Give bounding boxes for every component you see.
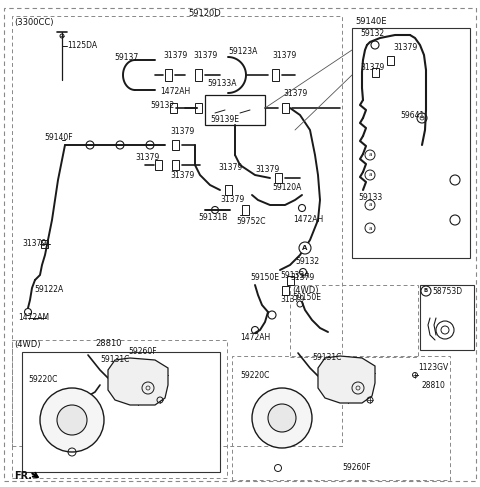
Text: a: a [368, 203, 372, 207]
Text: 1472AH: 1472AH [160, 88, 190, 96]
Text: 31379: 31379 [360, 63, 384, 73]
Circle shape [365, 200, 375, 210]
Text: 31379: 31379 [135, 153, 159, 163]
Text: 59150E: 59150E [292, 294, 321, 302]
Text: 31379: 31379 [163, 51, 187, 59]
Text: a: a [368, 152, 372, 157]
Text: 31379: 31379 [272, 52, 296, 60]
Bar [155, 160, 162, 170]
Circle shape [57, 405, 87, 435]
Text: 59139E: 59139E [210, 115, 239, 125]
Text: 59140F: 59140F [44, 132, 72, 142]
Text: 59752C: 59752C [236, 218, 265, 226]
Text: 1472AM: 1472AM [18, 314, 49, 322]
Text: 59150E: 59150E [250, 274, 279, 282]
Text: 59131B: 59131B [198, 213, 227, 223]
Text: 31379: 31379 [22, 240, 46, 248]
Text: 59120D: 59120D [188, 10, 221, 19]
Text: 59132: 59132 [360, 30, 384, 38]
Text: 59122A: 59122A [34, 285, 63, 295]
Text: (4WD): (4WD) [14, 339, 40, 349]
Text: 59131C: 59131C [100, 356, 130, 364]
Text: 31379: 31379 [290, 274, 314, 282]
Bar [420, 285, 474, 350]
Text: 58753D: 58753D [432, 286, 462, 296]
Text: (3300CC): (3300CC) [14, 18, 53, 26]
Text: 31379: 31379 [193, 51, 217, 59]
Bar [170, 103, 177, 113]
Circle shape [365, 223, 375, 233]
Circle shape [365, 150, 375, 160]
Circle shape [299, 242, 311, 254]
Text: (4WD): (4WD) [292, 285, 319, 295]
Bar [232, 356, 450, 480]
Text: 59132: 59132 [150, 100, 174, 110]
Circle shape [40, 388, 104, 452]
Text: 28810: 28810 [95, 339, 121, 349]
Bar [272, 69, 279, 81]
Text: a: a [368, 172, 372, 177]
Text: A: A [302, 245, 308, 251]
Bar [195, 69, 202, 81]
Text: 31379: 31379 [283, 89, 307, 97]
Bar [282, 103, 289, 113]
Text: 59137: 59137 [114, 54, 138, 62]
Bar [172, 160, 179, 170]
Polygon shape [108, 358, 168, 405]
Text: 31379: 31379 [218, 164, 242, 172]
Text: 31379: 31379 [280, 296, 304, 304]
Text: 59133: 59133 [358, 193, 382, 203]
Text: 1472AH: 1472AH [293, 216, 323, 225]
Bar [242, 205, 249, 215]
Text: 59140E: 59140E [355, 18, 386, 26]
Text: 59641: 59641 [400, 111, 424, 119]
Bar [290, 285, 418, 357]
Bar [12, 16, 342, 446]
Bar [275, 173, 282, 183]
Bar [287, 276, 294, 285]
Text: 1472AH: 1472AH [240, 334, 270, 342]
Bar [165, 69, 172, 81]
Text: 31379: 31379 [255, 166, 279, 174]
Text: 59220C: 59220C [240, 372, 269, 380]
Circle shape [252, 388, 312, 448]
Bar [41, 240, 48, 248]
Bar [372, 68, 379, 77]
Text: 59260F: 59260F [342, 464, 371, 472]
Text: a: a [368, 225, 372, 230]
Bar [352, 28, 470, 258]
Text: 1123GV: 1123GV [418, 363, 448, 373]
Text: 31379: 31379 [170, 128, 194, 136]
Text: 59131C: 59131C [312, 354, 341, 362]
Circle shape [421, 286, 431, 296]
Polygon shape [318, 356, 375, 403]
Bar [225, 185, 232, 195]
Circle shape [268, 404, 296, 432]
Bar [205, 95, 265, 125]
Text: 59132: 59132 [295, 258, 319, 266]
Bar [282, 286, 289, 295]
Text: 31379: 31379 [220, 195, 244, 205]
Text: FR.: FR. [14, 471, 32, 481]
Bar [195, 103, 202, 113]
Text: 59260F: 59260F [128, 348, 156, 356]
Text: 59120A: 59120A [272, 184, 301, 192]
Text: 28810: 28810 [422, 380, 446, 390]
Text: 31379: 31379 [170, 170, 194, 180]
Text: 1125DA: 1125DA [67, 41, 97, 51]
Text: 59133A: 59133A [207, 78, 237, 88]
Text: B: B [424, 288, 428, 294]
Text: 59133A: 59133A [280, 270, 310, 280]
Text: 31379: 31379 [393, 43, 417, 53]
Bar [12, 340, 227, 478]
Bar [387, 56, 394, 65]
Bar [172, 140, 179, 150]
Text: 59220C: 59220C [28, 375, 58, 385]
Text: 59123A: 59123A [228, 48, 257, 56]
Circle shape [365, 170, 375, 180]
Bar [22, 352, 220, 472]
